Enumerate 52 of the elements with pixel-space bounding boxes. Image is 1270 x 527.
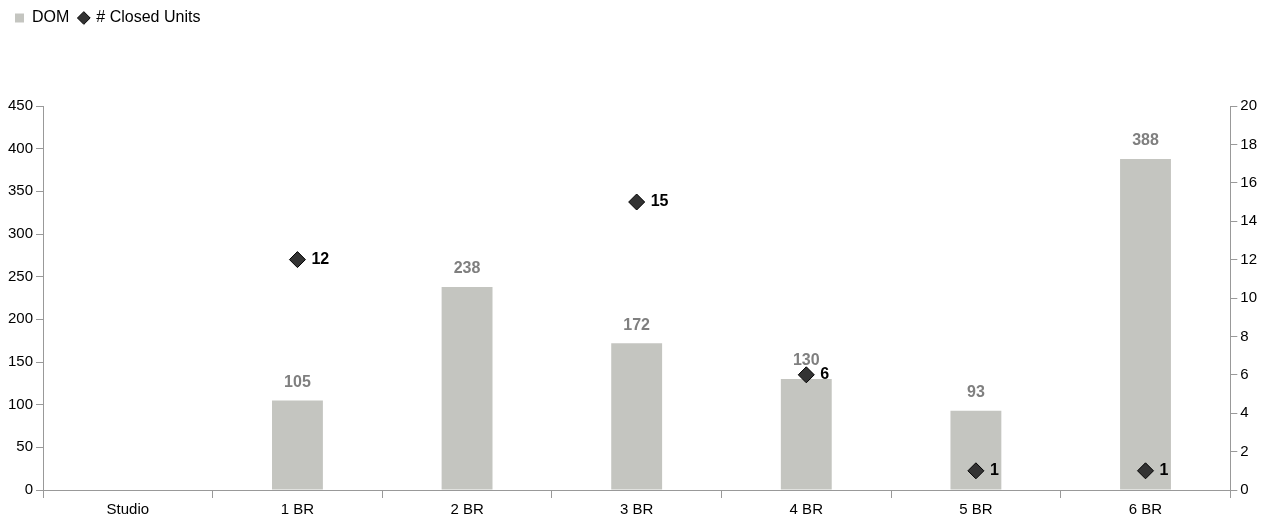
legend-label: DOM [32, 8, 70, 26]
bar [272, 400, 323, 490]
x-tick-label: 3 BR [619, 500, 654, 518]
bar [780, 379, 832, 490]
x-tick-label: 4 BR [789, 500, 824, 518]
y-tick-label: 250 [8, 266, 34, 284]
y2-tick-label: 20 [1240, 96, 1257, 114]
y2-tick-label: 10 [1240, 288, 1257, 306]
y2-tick-label: 6 [1240, 364, 1249, 382]
y-tick-label: 450 [8, 96, 34, 114]
data-label: 172 [623, 315, 651, 333]
y2-tick-label: 2 [1240, 441, 1249, 459]
y2-tick-label: 16 [1240, 172, 1257, 190]
x-tick-label: 5 BR [959, 500, 993, 518]
y-tick-label: 350 [8, 181, 34, 199]
data-label: 238 [453, 259, 481, 277]
data-label: 130 [792, 351, 820, 369]
y2-tick-label: 18 [1240, 134, 1257, 152]
point [628, 193, 646, 211]
x-tick-label: Studio [106, 500, 150, 518]
y2-tick-label: 8 [1240, 326, 1249, 344]
y-tick-label: 0 [24, 480, 34, 498]
x-tick-label: 1 BR [280, 500, 315, 518]
point [288, 251, 306, 269]
data-label: 1 [1159, 461, 1169, 479]
y-tick-label: 150 [8, 352, 34, 370]
point [967, 462, 985, 480]
y-tick-label: 50 [16, 437, 34, 455]
y2-tick-label: 4 [1240, 403, 1249, 421]
bar [950, 410, 1002, 490]
data-label: 15 [650, 192, 669, 210]
bar [1120, 158, 1171, 490]
y2-tick-label: 14 [1240, 211, 1257, 229]
y2-tick-label: 12 [1240, 249, 1257, 267]
point [797, 366, 815, 384]
point [1137, 462, 1155, 480]
y-tick-label: 400 [8, 138, 34, 156]
legend-label: # Closed Units [96, 8, 201, 26]
y-tick-label: 200 [8, 309, 34, 327]
data-label: 1 [989, 461, 999, 479]
y-tick-label: 300 [8, 224, 34, 242]
bar [611, 343, 663, 490]
data-label: 6 [820, 365, 830, 383]
data-label: 105 [284, 372, 311, 390]
data-label: 93 [967, 383, 985, 401]
x-tick-label: 2 BR [450, 500, 484, 518]
y2-tick-label: 0 [1240, 480, 1249, 498]
data-label: 388 [1132, 131, 1159, 149]
bar [441, 286, 493, 490]
x-tick-label: 6 BR [1128, 500, 1163, 518]
y-tick-label: 100 [8, 394, 34, 412]
data-label: 12 [311, 250, 330, 268]
